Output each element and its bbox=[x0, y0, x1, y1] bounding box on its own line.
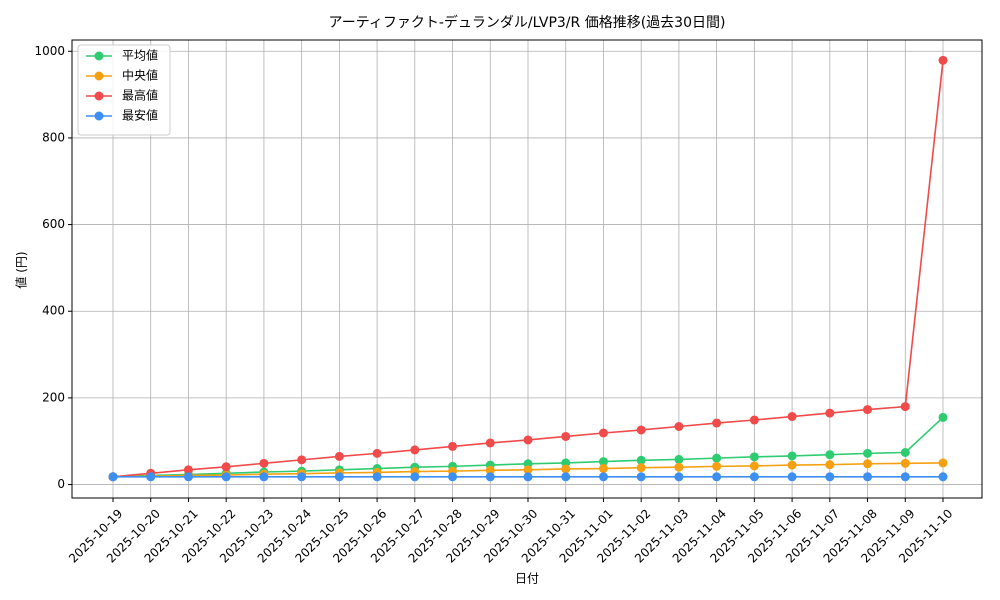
data-point bbox=[485, 465, 495, 475]
legend-marker bbox=[94, 111, 104, 121]
data-point bbox=[636, 425, 646, 435]
data-point bbox=[183, 472, 193, 482]
data-point bbox=[485, 472, 495, 482]
data-point bbox=[372, 448, 382, 458]
y-tick-label: 0 bbox=[57, 477, 65, 491]
data-point bbox=[900, 402, 910, 412]
data-point bbox=[938, 458, 948, 468]
legend-label: 中央値 bbox=[122, 68, 158, 83]
data-point bbox=[372, 472, 382, 482]
data-point bbox=[825, 472, 835, 482]
data-point bbox=[674, 422, 684, 432]
data-point bbox=[825, 408, 835, 418]
data-point bbox=[674, 454, 684, 464]
y-axis-label: 値 (円) bbox=[14, 251, 29, 288]
data-point bbox=[900, 472, 910, 482]
data-point bbox=[297, 472, 307, 482]
legend-marker bbox=[94, 51, 104, 61]
data-point bbox=[938, 55, 948, 65]
y-tick-label: 1000 bbox=[34, 44, 65, 58]
data-point bbox=[900, 448, 910, 458]
data-point bbox=[221, 462, 231, 472]
data-point bbox=[787, 451, 797, 461]
legend-label: 最安値 bbox=[122, 108, 158, 123]
data-point bbox=[749, 461, 759, 471]
data-point bbox=[598, 457, 608, 467]
data-point bbox=[636, 463, 646, 473]
data-point bbox=[410, 445, 420, 455]
data-point bbox=[825, 450, 835, 460]
plot-frame bbox=[71, 39, 983, 499]
data-point bbox=[598, 472, 608, 482]
data-point bbox=[297, 455, 307, 465]
data-point bbox=[598, 428, 608, 438]
legend-label: 平均値 bbox=[122, 48, 158, 63]
data-point bbox=[712, 461, 722, 471]
data-point bbox=[108, 472, 118, 482]
data-point bbox=[561, 431, 571, 441]
data-point bbox=[183, 465, 193, 475]
y-tick-label: 400 bbox=[42, 304, 65, 318]
data-point bbox=[523, 465, 533, 475]
data-point bbox=[863, 448, 873, 458]
legend-label: 最高値 bbox=[122, 88, 158, 103]
data-point bbox=[674, 462, 684, 472]
data-point bbox=[485, 438, 495, 448]
data-point bbox=[787, 460, 797, 470]
chart-title: アーティファクト-デュランダル/LVP3/R 価格推移(過去30日間) bbox=[329, 14, 726, 31]
data-point bbox=[259, 458, 269, 468]
data-point bbox=[561, 472, 571, 482]
data-point bbox=[674, 472, 684, 482]
data-point bbox=[410, 472, 420, 482]
data-point bbox=[787, 472, 797, 482]
data-point bbox=[749, 415, 759, 425]
data-point bbox=[448, 441, 458, 451]
data-point bbox=[938, 472, 948, 482]
data-point bbox=[863, 472, 873, 482]
data-point bbox=[561, 464, 571, 474]
data-point bbox=[636, 455, 646, 465]
x-axis-label: 日付 bbox=[515, 572, 539, 586]
y-tick-label: 200 bbox=[42, 390, 65, 404]
data-point bbox=[598, 464, 608, 474]
data-point bbox=[749, 472, 759, 482]
data-point bbox=[334, 472, 344, 482]
data-point bbox=[938, 412, 948, 422]
legend-marker bbox=[94, 91, 104, 101]
y-tick-label: 800 bbox=[42, 130, 65, 144]
data-point bbox=[523, 472, 533, 482]
legend-marker bbox=[94, 71, 104, 81]
data-point bbox=[787, 412, 797, 422]
data-point bbox=[825, 460, 835, 470]
data-point bbox=[146, 472, 156, 482]
data-point bbox=[712, 472, 722, 482]
data-point bbox=[259, 472, 269, 482]
data-point bbox=[334, 451, 344, 461]
y-tick-label: 600 bbox=[42, 217, 65, 231]
data-point bbox=[863, 459, 873, 469]
data-point bbox=[712, 453, 722, 463]
data-point bbox=[900, 458, 910, 468]
data-point bbox=[523, 435, 533, 445]
data-point bbox=[712, 418, 722, 428]
data-point bbox=[448, 472, 458, 482]
data-point bbox=[749, 452, 759, 462]
data-point bbox=[636, 472, 646, 482]
data-point bbox=[863, 405, 873, 415]
data-point bbox=[221, 472, 231, 482]
